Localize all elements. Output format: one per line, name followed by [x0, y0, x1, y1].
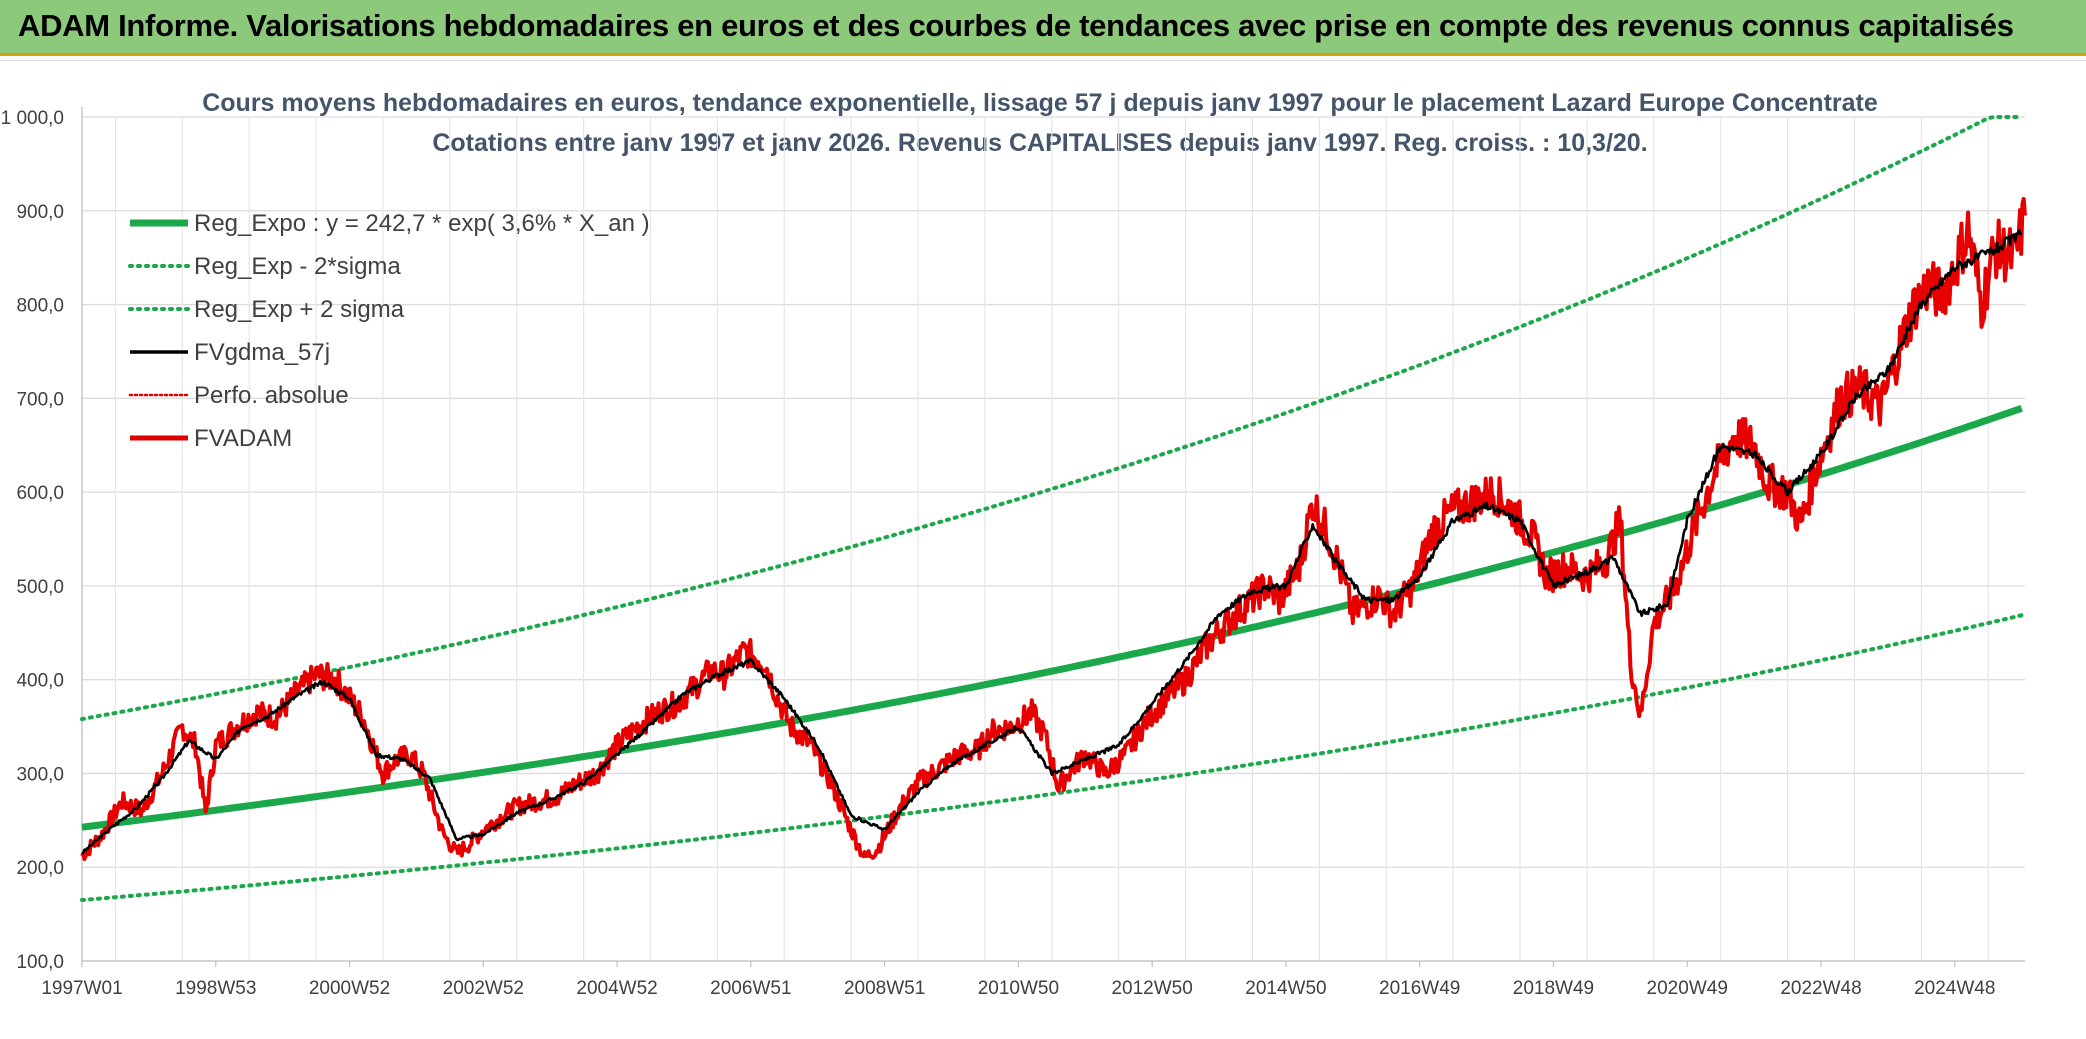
legend-label: FVgdma_57j — [194, 339, 330, 366]
y-tick-label: 700,0 — [16, 389, 64, 410]
x-tick-label: 2016W49 — [1379, 978, 1460, 999]
chart-frame: Cours moyens hebdomadaires en euros, ten… — [0, 60, 2086, 1038]
x-tick-label: 2006W51 — [710, 978, 791, 999]
series-fvadam — [80, 196, 2027, 861]
chart-subtitle: Cotations entre janv 1997 et janv 2026. … — [432, 129, 1647, 157]
y-tick-label: 200,0 — [16, 858, 64, 879]
report-title: ADAM Informe. Valorisations hebdomadaire… — [18, 8, 2014, 43]
series-fvgdma-57j — [81, 229, 2022, 855]
series-reg-exp-minus-2sigma — [80, 613, 2024, 902]
series-reg-exp-plus-2sigma — [80, 115, 2024, 722]
y-axis: 100,0 200,0 300,0 400,0 500,0 600,0 700,0 800,0… — [1, 108, 64, 973]
y-tick-label: 600,0 — [16, 483, 64, 504]
y-tick-label: 800,0 — [16, 296, 64, 317]
line-chart: Cours moyens hebdomadaires en euros, ten… — [1, 89, 2027, 999]
x-tick-label: 1998W53 — [175, 978, 256, 999]
legend-label: Reg_Exp + 2 sigma — [194, 296, 405, 323]
x-tick-label: 2024W48 — [1914, 978, 1995, 999]
y-tick-label: 300,0 — [16, 764, 64, 785]
x-tick-label: 2002W52 — [443, 978, 524, 999]
x-tick-label: 2018W49 — [1513, 978, 1594, 999]
y-tick-label: 1 000,0 — [1, 108, 64, 129]
legend: Reg_Expo : y = 242,7 * exp( 3,6% * X_an … — [128, 210, 650, 452]
x-tick-label: 2022W48 — [1780, 978, 1861, 999]
legend-label: Reg_Exp - 2*sigma — [194, 253, 401, 280]
x-axis: 1997W01 1998W53 2000W52 2002W52 2004W52 2006W… — [41, 961, 1995, 999]
x-tick-label: 2010W50 — [978, 978, 1059, 999]
x-tick-label: 1997W01 — [41, 978, 122, 999]
chart-title: Cours moyens hebdomadaires en euros, ten… — [202, 89, 1878, 117]
x-tick-label: 2004W52 — [576, 978, 657, 999]
y-tick-label: 100,0 — [16, 952, 64, 973]
legend-label: Reg_Expo : y = 242,7 * exp( 3,6% * X_an … — [194, 210, 650, 237]
report-banner: ADAM Informe. Valorisations hebdomadaire… — [0, 0, 2086, 56]
gridlines — [81, 107, 2025, 962]
legend-label: Perfo. absolue — [194, 382, 349, 409]
x-tick-label: 2012W50 — [1111, 978, 1192, 999]
y-tick-label: 900,0 — [16, 202, 64, 223]
x-tick-label: 2000W52 — [309, 978, 390, 999]
x-tick-label: 2008W51 — [844, 978, 925, 999]
y-tick-label: 400,0 — [16, 671, 64, 692]
x-tick-label: 2020W49 — [1647, 978, 1728, 999]
y-tick-label: 500,0 — [16, 577, 64, 598]
x-tick-label: 2014W50 — [1245, 978, 1326, 999]
legend-label: FVADAM — [194, 425, 292, 452]
series-layer — [80, 115, 2027, 902]
